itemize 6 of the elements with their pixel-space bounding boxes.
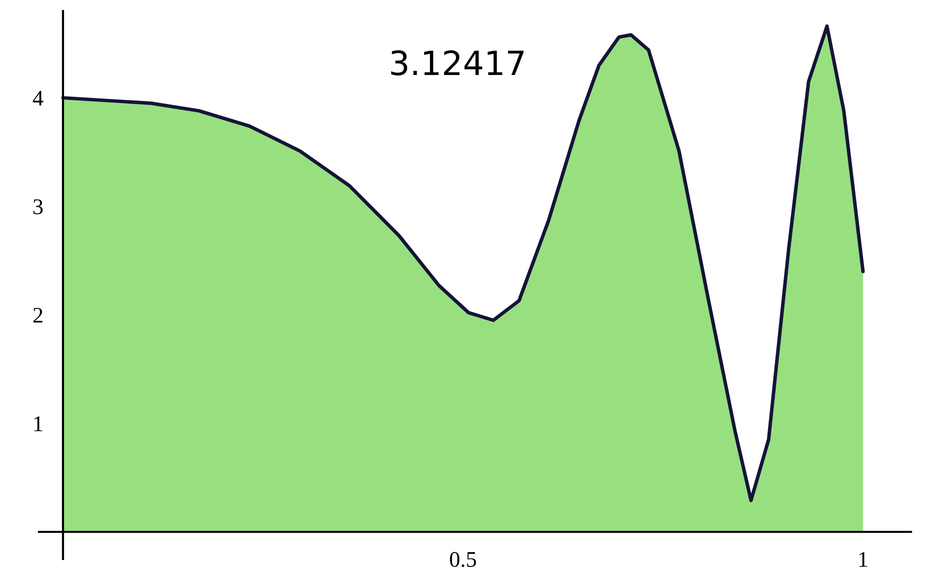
y-tick-label: 1 bbox=[34, 416, 42, 432]
x-tick-label: 0.5 bbox=[450, 552, 476, 568]
y-tick-label: 2 bbox=[33, 308, 42, 323]
annotation: 3.12417 bbox=[391, 50, 524, 76]
y-tick-label: 3 bbox=[34, 199, 43, 214]
y-tick-label: 4 bbox=[32, 90, 44, 106]
